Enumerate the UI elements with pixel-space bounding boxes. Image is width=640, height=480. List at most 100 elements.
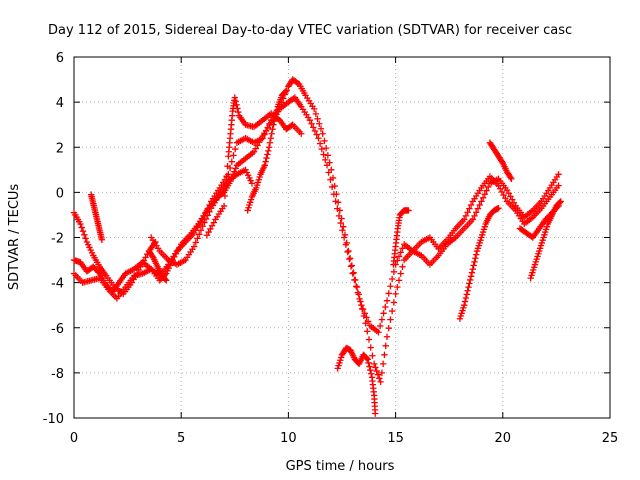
data-point <box>383 297 391 304</box>
data-point <box>81 231 88 238</box>
data-point <box>320 151 327 158</box>
data-point <box>197 227 205 234</box>
data-point <box>273 107 281 114</box>
data-point <box>196 231 203 238</box>
data-point <box>349 270 356 277</box>
data-point <box>508 175 515 183</box>
data-point <box>326 159 333 166</box>
data-point <box>269 126 276 133</box>
data-point <box>282 88 289 95</box>
data-point <box>343 239 350 247</box>
y-tick-label: -4 <box>51 277 64 292</box>
data-point <box>388 275 396 283</box>
y-tick-label: 0 <box>56 186 64 201</box>
data-series <box>145 247 170 284</box>
data-point <box>194 235 201 242</box>
data-point <box>483 187 490 194</box>
data-point <box>77 220 84 228</box>
data-point <box>264 124 272 131</box>
data-point <box>557 198 564 205</box>
data-point <box>316 120 323 127</box>
data-point <box>322 156 329 164</box>
data-point <box>379 360 387 368</box>
data-point <box>387 283 394 290</box>
data-point <box>331 182 338 190</box>
data-point <box>481 190 488 198</box>
y-tick-label: -2 <box>51 232 64 247</box>
data-point <box>374 371 382 378</box>
data-point <box>376 375 383 382</box>
data-point <box>344 248 351 256</box>
x-tick-label: 5 <box>177 431 185 446</box>
data-point <box>224 163 231 170</box>
data-point <box>232 145 239 153</box>
data-point <box>469 216 476 223</box>
data-point <box>314 115 321 123</box>
data-series <box>70 76 562 386</box>
data-point <box>367 344 374 351</box>
data-point <box>462 212 470 220</box>
data-point <box>202 215 210 223</box>
data-point <box>261 131 268 138</box>
y-axis-title: SDTVAR / TECUs <box>7 184 22 291</box>
chart-title: Day 112 of 2015, Sidereal Day-to-day VTE… <box>48 23 572 38</box>
data-point <box>554 204 561 211</box>
data-point <box>555 171 562 178</box>
data-point <box>470 262 477 269</box>
data-point <box>262 127 270 135</box>
data-point <box>397 270 404 277</box>
data-point <box>390 299 398 306</box>
y-tick-label: -8 <box>51 367 64 382</box>
data-point <box>334 199 342 206</box>
data-series <box>516 202 562 241</box>
y-tick-label: 6 <box>56 51 64 66</box>
data-point <box>388 307 396 315</box>
data-points <box>70 76 564 417</box>
data-point <box>476 201 483 209</box>
data-point <box>469 265 476 273</box>
data-point <box>192 239 199 246</box>
data-point <box>390 268 398 275</box>
data-point <box>478 198 485 205</box>
data-point <box>375 329 382 336</box>
data-point <box>395 277 403 284</box>
data-point <box>231 94 238 101</box>
data-point <box>394 283 401 291</box>
data-point <box>472 255 479 262</box>
data-point <box>264 151 271 158</box>
data-point <box>471 258 478 266</box>
data-point <box>365 336 373 343</box>
data-point <box>353 283 361 291</box>
data-point <box>378 316 386 323</box>
data-point <box>365 359 372 367</box>
data-series <box>203 94 305 239</box>
data-point <box>463 291 470 298</box>
data-point <box>318 145 326 153</box>
data-point <box>383 333 391 340</box>
data-point <box>222 182 229 190</box>
data-point <box>230 152 237 159</box>
data-point <box>372 364 379 371</box>
data-point <box>350 269 357 276</box>
data-point <box>369 352 376 359</box>
y-tick-label: 4 <box>56 96 64 111</box>
data-point <box>378 369 386 377</box>
data-series <box>70 209 159 298</box>
data-point <box>465 283 472 291</box>
data-point <box>397 249 404 256</box>
data-point <box>347 263 355 270</box>
data-point <box>461 216 468 223</box>
data-point <box>363 355 371 362</box>
data-point <box>464 287 471 294</box>
data-point <box>267 135 275 142</box>
data-series <box>456 204 502 322</box>
data-point <box>364 356 371 363</box>
data-point <box>364 328 371 335</box>
data-point <box>387 316 394 323</box>
data-point <box>232 165 239 172</box>
data-point <box>341 231 349 238</box>
data-point <box>266 120 273 127</box>
data-point <box>352 283 360 290</box>
data-point <box>479 194 487 201</box>
